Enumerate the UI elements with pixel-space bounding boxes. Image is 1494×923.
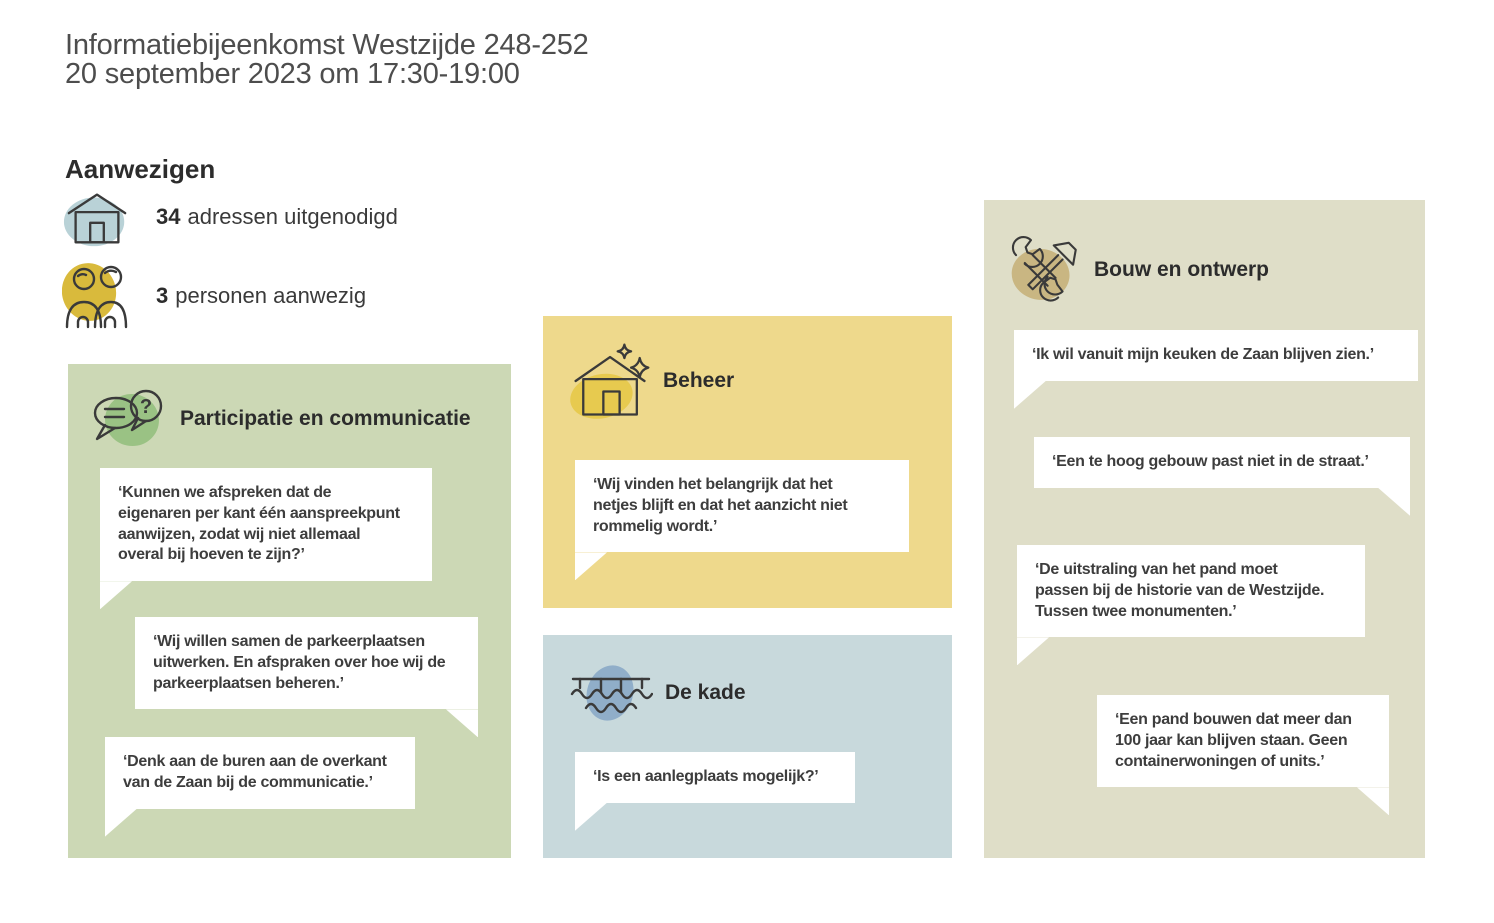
panel-title: De kade xyxy=(665,681,746,704)
bubble-tail xyxy=(1378,487,1410,516)
tools-icon xyxy=(1008,234,1082,306)
speech-bubbles-icon: ? xyxy=(90,384,170,454)
panel-title: Bouw en ontwerp xyxy=(1094,258,1269,281)
bubble-tail xyxy=(105,808,137,837)
quote-text: ‘De uitstraling van het pand moet passen… xyxy=(1035,561,1325,620)
house-sparkle-icon xyxy=(567,342,655,420)
svg-text:?: ? xyxy=(140,396,152,418)
quote-text: ‘Wij vinden het belangrijk dat het netje… xyxy=(593,476,848,535)
bubble-tail xyxy=(1014,380,1046,409)
quote-bubble: ‘Kunnen we afspreken dat de eigenaren pe… xyxy=(100,468,432,610)
panel-header: Bouw en ontwerp xyxy=(1008,234,1269,306)
panel-title: Participatie en communicatie xyxy=(180,407,471,430)
bubble-tail xyxy=(1017,637,1049,666)
quote-text: ‘Ik wil vanuit mijn keuken de Zaan blijv… xyxy=(1032,346,1374,363)
bubble-tail xyxy=(575,802,607,831)
quote-bubble: ‘Denk aan de buren aan de overkant van d… xyxy=(105,737,415,837)
stat-label: adressen uitgenodigd xyxy=(187,204,398,229)
stat-addresses-invited: 34 adressen uitgenodigd xyxy=(62,186,398,248)
quote-text: ‘Is een aanlegplaats mogelijk?’ xyxy=(593,768,819,785)
stat-persons-present: 3 personen aanwezig xyxy=(61,262,366,330)
quote-text: ‘Denk aan de buren aan de overkant van d… xyxy=(123,753,387,791)
stat-text: 34 adressen uitgenodigd xyxy=(156,204,398,230)
panel-header: De kade xyxy=(569,661,746,725)
quote-bubble: ‘De uitstraling van het pand moet passen… xyxy=(1017,545,1365,666)
quote-bubble: ‘Ik wil vanuit mijn keuken de Zaan blijv… xyxy=(1014,330,1418,409)
stat-number: 34 xyxy=(156,204,181,229)
page-subtitle: 20 september 2023 om 17:30-19:00 xyxy=(65,58,520,90)
attendees-heading: Aanwezigen xyxy=(65,153,216,184)
quote-text: ‘Wij willen samen de parkeerplaatsen uit… xyxy=(153,633,446,692)
panel-bouw-en-ontwerp: Bouw en ontwerp ‘Ik wil vanuit mijn keuk… xyxy=(984,200,1425,858)
quote-text: ‘Kunnen we afspreken dat de eigenaren pe… xyxy=(118,484,400,564)
stat-number: 3 xyxy=(156,283,169,308)
quote-bubble: ‘Wij willen samen de parkeerplaatsen uit… xyxy=(135,617,478,738)
stat-label: personen aanwezig xyxy=(175,283,367,308)
panel-title: Beheer xyxy=(663,369,735,392)
bubble-tail xyxy=(100,581,132,610)
quote-text: ‘Een te hoog gebouw past niet in de stra… xyxy=(1052,453,1369,470)
stat-text: 3 personen aanwezig xyxy=(156,283,366,309)
quote-bubble: ‘Is een aanlegplaats mogelijk?’ xyxy=(575,752,855,831)
bubble-tail xyxy=(1357,787,1389,816)
quote-bubble: ‘Wij vinden het belangrijk dat het netje… xyxy=(575,460,909,581)
quote-text: ‘Een pand bouwen dat meer dan 100 jaar k… xyxy=(1115,711,1352,770)
panel-participatie-en-communicatie: ? Participatie en communicatie ‘Kunnen w… xyxy=(68,364,511,858)
page-title: Informatiebijeenkomst Westzijde 248-252 xyxy=(65,29,589,62)
bubble-tail xyxy=(446,709,478,738)
house-icon xyxy=(62,186,132,248)
panel-beheer: Beheer ‘Wij vinden het belangrijk dat he… xyxy=(543,316,952,608)
quote-bubble: ‘Een te hoog gebouw past niet in de stra… xyxy=(1034,437,1410,516)
panel-header: Beheer xyxy=(567,342,734,420)
bubble-tail xyxy=(575,552,607,581)
quote-bubble: ‘Een pand bouwen dat meer dan 100 jaar k… xyxy=(1097,695,1389,816)
panel-header: ? Participatie en communicatie xyxy=(90,384,471,454)
quay-water-icon xyxy=(569,661,654,725)
people-icon xyxy=(61,262,132,330)
panel-de-kade: De kade ‘Is een aanlegplaats mogelijk?’ xyxy=(543,635,952,858)
